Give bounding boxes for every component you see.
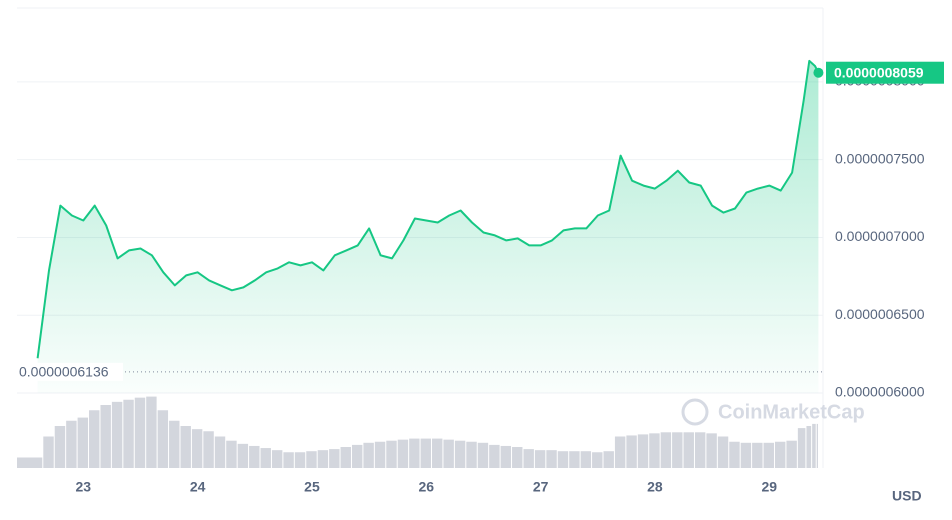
watermark-text: CoinMarketCap [718,401,865,423]
min-label: 0.0000006136 [19,364,109,380]
volume-bar [649,433,660,468]
x-tick-label: 23 [76,479,92,495]
volume-bar [797,428,806,468]
last-point [813,67,824,78]
price-area [37,60,819,394]
volume-bar [420,438,432,468]
volume-bar [786,440,797,468]
volume-bar [466,441,477,468]
volume-bar [351,444,363,468]
volume-bar [763,442,774,468]
y-tick-label: 0.0000006500 [835,306,925,322]
volume-bar [603,451,614,468]
y-tick-label: 0.0000007500 [835,150,925,166]
volume-bar [500,445,512,468]
volume-bar [774,441,786,468]
volume-bar [489,444,500,468]
volume-bar [134,397,146,468]
volume-bar [271,450,283,468]
volume-bar [89,410,100,468]
volume-bar [806,426,812,468]
volume-bar [329,449,340,468]
watermark: CoinMarketCap [681,398,865,426]
volume-bar [180,426,191,468]
volume-bar [43,436,54,468]
volume-bar [477,442,489,468]
volume-bar [816,423,818,468]
volume-bar [717,436,729,468]
x-tick-label: 28 [647,479,663,495]
volume-bar [294,452,306,468]
x-tick-label: 24 [190,479,206,495]
volume-bar [432,438,443,468]
volume-bar [111,401,123,468]
currency-label: USD [892,488,922,504]
volume-bar [672,432,683,468]
volume-bar [660,432,672,468]
volume-bar [66,420,77,468]
x-tick-label: 27 [533,479,549,495]
volume-bar [157,410,169,468]
volume-bar [191,429,203,468]
volume-bar [740,442,752,468]
volume-bar [226,440,237,468]
y-tick-label: 0.0000007000 [835,228,925,244]
volume-bar [306,451,317,468]
volume-bar [374,441,386,468]
volume-bar [812,423,816,468]
volume-bar [443,439,454,468]
min-label-bg [17,362,123,381]
x-tick-label: 25 [304,479,320,495]
volume-bar [546,450,557,468]
volume-bar [260,448,271,468]
volume-bar [580,451,592,468]
volume-bar [626,435,637,468]
volume-bar [569,451,580,468]
volume-bar [77,417,89,468]
volume-bar [706,433,717,468]
volume-bar [340,447,351,468]
volume-bar [283,452,294,468]
volume-bar [203,431,214,468]
price-line [36,59,820,359]
volume-bar [637,434,649,468]
volume-bar [100,405,111,468]
volume-bar [523,449,534,468]
x-tick-label: 26 [418,479,434,495]
volume-bar [409,438,420,468]
volume-bar [614,436,626,468]
volume-bar [454,440,466,468]
volume-bar [592,452,603,468]
price-tag-label: 0.0000008059 [834,64,924,80]
volume-bar [123,399,134,468]
volume-bar [557,451,569,468]
volume-bar [146,396,157,468]
volume-bar [54,426,66,468]
volume-bar [214,436,226,468]
volume-bar [363,442,374,468]
volume-bar [683,432,694,468]
volume-bar [534,450,546,468]
volume-bar [752,442,763,468]
volume-bar [694,432,706,468]
volume-bar [169,420,180,468]
volume-bar [317,450,329,468]
x-tick-label: 29 [761,479,777,495]
volume-bar [249,445,260,468]
price-tag [826,61,944,84]
volume-bar [386,440,397,468]
volume-bar [237,443,249,468]
volume-bar [17,457,43,468]
watermark-logo [681,398,709,426]
volume-bar [512,447,523,468]
y-tick-label: 0.0000006000 [835,384,925,400]
volume-bar [397,439,409,468]
volume-bar [729,441,740,468]
